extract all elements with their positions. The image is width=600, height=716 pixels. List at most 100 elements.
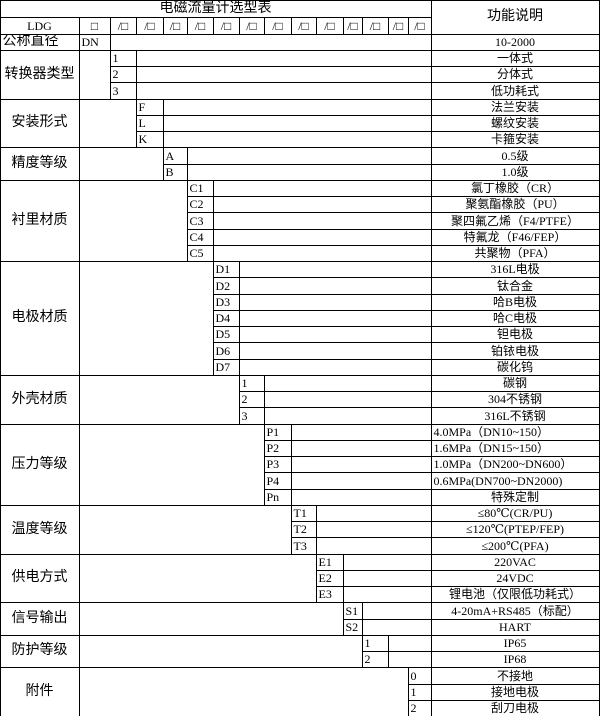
option-desc: 钽电极 [430, 325, 600, 343]
option-desc: 接地电极 [430, 683, 600, 701]
blank-cell [162, 114, 432, 132]
option-desc: 氯丁橡胶（CR） [430, 179, 600, 197]
option-code: 2 [238, 390, 265, 408]
blank-cell [342, 553, 432, 571]
option-code: 3 [109, 81, 137, 100]
option-desc: 铂铱电极 [430, 341, 600, 360]
option-code: 2 [109, 65, 137, 83]
blank-cell [162, 98, 432, 116]
option-desc: ≤80℃(CR/PU) [430, 504, 600, 522]
option-desc: 304不锈钢 [430, 390, 600, 408]
group-label: 附件 [0, 666, 80, 716]
option-desc: 一体式 [430, 49, 600, 67]
blank-cell [212, 228, 432, 246]
option-code: D6 [212, 341, 240, 360]
blank-cell [290, 488, 432, 506]
option-desc: 聚四氟乙烯（F4/PTFE） [430, 211, 600, 230]
option-code: 1 [407, 683, 432, 701]
blank-cell [238, 341, 432, 360]
model-box: /□ [135, 16, 164, 35]
option-desc: 220VAC [430, 553, 600, 571]
blank-cell [342, 569, 432, 587]
blank-cell [78, 98, 137, 148]
group-label: 电极材质 [0, 260, 80, 376]
option-desc: IP68 [430, 650, 600, 668]
option-desc: 0.6MPa(DN700~DN2000) [430, 471, 600, 490]
option-desc: HART [430, 618, 600, 636]
blank-cell [290, 455, 432, 473]
blank-cell [78, 634, 363, 668]
model-box: /□ [109, 16, 137, 35]
option-code: S1 [342, 601, 363, 620]
option-code: D1 [212, 260, 240, 278]
option-code: E3 [315, 585, 344, 603]
option-code: E2 [315, 569, 344, 587]
model-box: /□ [342, 16, 363, 35]
group-label: 压力等级 [0, 423, 80, 506]
model-box: /□ [290, 16, 317, 35]
option-code: P3 [263, 455, 292, 473]
blank-cell [238, 358, 432, 376]
option-code: P2 [263, 439, 292, 457]
blank-cell [78, 666, 409, 716]
blank-cell [186, 163, 432, 181]
option-code: 2 [407, 699, 432, 716]
blank-cell [212, 179, 432, 197]
blank-cell [361, 601, 432, 620]
option-code: 1 [238, 374, 265, 392]
option-code: F [135, 98, 164, 116]
blank-cell [78, 504, 292, 555]
option-desc: 卡箍安装 [430, 130, 600, 148]
blank-cell [135, 49, 432, 67]
option-desc: 特氟龙（F46/FEP） [430, 228, 600, 246]
option-code: T3 [290, 536, 317, 555]
option-desc: 螺纹安装 [430, 114, 600, 132]
blank-cell [263, 374, 432, 392]
blank-cell [387, 634, 432, 652]
model-prefix: LDG [0, 16, 80, 35]
option-code: P1 [263, 423, 292, 441]
group-label: 安装形式 [0, 98, 80, 148]
blank-cell [78, 374, 240, 425]
option-desc: 316L不锈钢 [430, 406, 600, 425]
option-code: D2 [212, 276, 240, 295]
group-label: 防护等级 [0, 634, 80, 668]
option-desc: 1.0级 [430, 163, 600, 181]
option-code: T2 [290, 520, 317, 538]
group-label: 精度等级 [0, 146, 80, 181]
blank-cell [135, 65, 432, 83]
option-desc: 特殊定制 [430, 488, 600, 506]
option-desc: 法兰安装 [430, 98, 600, 116]
blank-cell [238, 293, 432, 311]
blank-cell [109, 33, 432, 51]
blank-cell [162, 130, 432, 148]
option-desc: 24VDC [430, 569, 600, 587]
blank-cell [238, 309, 432, 327]
blank-cell [78, 49, 111, 100]
option-code: C2 [186, 195, 214, 213]
option-desc: ≤120℃(PTEP/FEP) [430, 520, 600, 538]
blank-cell [78, 179, 188, 262]
option-desc: IP65 [430, 634, 600, 652]
option-desc: 刮刀电极 [430, 699, 600, 716]
blank-cell [290, 439, 432, 457]
blank-cell [361, 618, 432, 636]
group-label: 衬里材质 [0, 179, 80, 262]
blank-cell [78, 423, 265, 506]
nominal-label: 公称直径 [0, 33, 80, 51]
blank-cell [315, 520, 432, 538]
blank-cell [78, 553, 317, 603]
option-desc: 锂电池（仅限低功耗式） [430, 585, 600, 603]
option-code: 1 [109, 49, 137, 67]
blank-cell [263, 390, 432, 408]
option-code: D4 [212, 309, 240, 327]
option-desc: 分体式 [430, 65, 600, 83]
group-label: 温度等级 [0, 504, 80, 555]
group-label: 信号输出 [0, 601, 80, 636]
model-box: /□ [315, 16, 344, 35]
option-desc: 低功耗式 [430, 81, 600, 100]
option-code: C1 [186, 179, 214, 197]
blank-cell [387, 650, 432, 668]
option-code: B [162, 163, 188, 181]
option-desc: 钛合金 [430, 276, 600, 295]
